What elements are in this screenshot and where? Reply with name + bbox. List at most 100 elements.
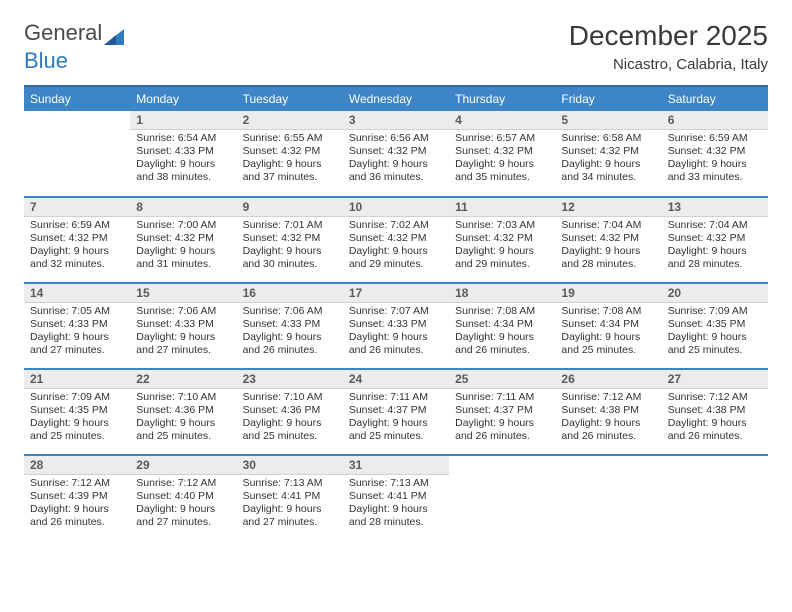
day-details: Sunrise: 7:00 AMSunset: 4:32 PMDaylight:… xyxy=(130,217,236,276)
sunset-text: Sunset: 4:34 PM xyxy=(561,318,655,331)
day-details: Sunrise: 7:13 AMSunset: 4:41 PMDaylight:… xyxy=(343,475,449,534)
day-number: 14 xyxy=(24,284,130,303)
sunset-text: Sunset: 4:41 PM xyxy=(349,490,443,503)
day-number: 24 xyxy=(343,370,449,389)
day-number: 23 xyxy=(237,370,343,389)
day-number: 27 xyxy=(662,370,768,389)
sunset-text: Sunset: 4:32 PM xyxy=(455,145,549,158)
calendar-cell: 26Sunrise: 7:12 AMSunset: 4:38 PMDayligh… xyxy=(555,369,661,455)
daylight-text: Daylight: 9 hours and 25 minutes. xyxy=(30,417,124,443)
calendar-cell: 3Sunrise: 6:56 AMSunset: 4:32 PMDaylight… xyxy=(343,111,449,197)
sunset-text: Sunset: 4:32 PM xyxy=(561,145,655,158)
day-number: 17 xyxy=(343,284,449,303)
day-header: Sunday xyxy=(24,86,130,111)
sunrise-text: Sunrise: 7:10 AM xyxy=(136,391,230,404)
calendar-week-row: 14Sunrise: 7:05 AMSunset: 4:33 PMDayligh… xyxy=(24,283,768,369)
day-details: Sunrise: 7:09 AMSunset: 4:35 PMDaylight:… xyxy=(662,303,768,362)
daylight-text: Daylight: 9 hours and 35 minutes. xyxy=(455,158,549,184)
sunrise-text: Sunrise: 7:09 AM xyxy=(668,305,762,318)
day-header: Tuesday xyxy=(237,86,343,111)
calendar-cell: 1Sunrise: 6:54 AMSunset: 4:33 PMDaylight… xyxy=(130,111,236,197)
daylight-text: Daylight: 9 hours and 26 minutes. xyxy=(455,417,549,443)
day-details: Sunrise: 7:13 AMSunset: 4:41 PMDaylight:… xyxy=(237,475,343,534)
day-header: Thursday xyxy=(449,86,555,111)
daylight-text: Daylight: 9 hours and 38 minutes. xyxy=(136,158,230,184)
daylight-text: Daylight: 9 hours and 25 minutes. xyxy=(136,417,230,443)
sunrise-text: Sunrise: 7:13 AM xyxy=(349,477,443,490)
day-details: Sunrise: 6:54 AMSunset: 4:33 PMDaylight:… xyxy=(130,130,236,189)
day-number: 2 xyxy=(237,111,343,130)
sunrise-text: Sunrise: 7:04 AM xyxy=(561,219,655,232)
daylight-text: Daylight: 9 hours and 27 minutes. xyxy=(136,331,230,357)
day-details: Sunrise: 6:59 AMSunset: 4:32 PMDaylight:… xyxy=(24,217,130,276)
daylight-text: Daylight: 9 hours and 32 minutes. xyxy=(30,245,124,271)
sunset-text: Sunset: 4:34 PM xyxy=(455,318,549,331)
calendar-cell: 6Sunrise: 6:59 AMSunset: 4:32 PMDaylight… xyxy=(662,111,768,197)
sunrise-text: Sunrise: 6:57 AM xyxy=(455,132,549,145)
sunset-text: Sunset: 4:32 PM xyxy=(668,232,762,245)
calendar-cell: 8Sunrise: 7:00 AMSunset: 4:32 PMDaylight… xyxy=(130,197,236,283)
daylight-text: Daylight: 9 hours and 34 minutes. xyxy=(561,158,655,184)
sunrise-text: Sunrise: 7:03 AM xyxy=(455,219,549,232)
day-details: Sunrise: 7:07 AMSunset: 4:33 PMDaylight:… xyxy=(343,303,449,362)
calendar-cell xyxy=(555,455,661,541)
daylight-text: Daylight: 9 hours and 26 minutes. xyxy=(455,331,549,357)
sunrise-text: Sunrise: 7:09 AM xyxy=(30,391,124,404)
day-details: Sunrise: 6:56 AMSunset: 4:32 PMDaylight:… xyxy=(343,130,449,189)
daylight-text: Daylight: 9 hours and 33 minutes. xyxy=(668,158,762,184)
day-details: Sunrise: 7:11 AMSunset: 4:37 PMDaylight:… xyxy=(343,389,449,448)
day-details: Sunrise: 7:08 AMSunset: 4:34 PMDaylight:… xyxy=(449,303,555,362)
logo-text-blue: Blue xyxy=(24,48,68,74)
day-number: 30 xyxy=(237,456,343,475)
sunset-text: Sunset: 4:32 PM xyxy=(136,232,230,245)
day-number: 6 xyxy=(662,111,768,130)
daylight-text: Daylight: 9 hours and 27 minutes. xyxy=(243,503,337,529)
day-details: Sunrise: 7:04 AMSunset: 4:32 PMDaylight:… xyxy=(662,217,768,276)
daylight-text: Daylight: 9 hours and 36 minutes. xyxy=(349,158,443,184)
day-number: 9 xyxy=(237,198,343,217)
calendar-cell: 10Sunrise: 7:02 AMSunset: 4:32 PMDayligh… xyxy=(343,197,449,283)
daylight-text: Daylight: 9 hours and 26 minutes. xyxy=(243,331,337,357)
sunset-text: Sunset: 4:37 PM xyxy=(349,404,443,417)
calendar-cell: 4Sunrise: 6:57 AMSunset: 4:32 PMDaylight… xyxy=(449,111,555,197)
calendar-cell: 16Sunrise: 7:06 AMSunset: 4:33 PMDayligh… xyxy=(237,283,343,369)
calendar-cell: 13Sunrise: 7:04 AMSunset: 4:32 PMDayligh… xyxy=(662,197,768,283)
sunset-text: Sunset: 4:35 PM xyxy=(30,404,124,417)
calendar-cell: 25Sunrise: 7:11 AMSunset: 4:37 PMDayligh… xyxy=(449,369,555,455)
calendar-cell: 28Sunrise: 7:12 AMSunset: 4:39 PMDayligh… xyxy=(24,455,130,541)
calendar-cell: 29Sunrise: 7:12 AMSunset: 4:40 PMDayligh… xyxy=(130,455,236,541)
day-number: 8 xyxy=(130,198,236,217)
day-header-row: Sunday Monday Tuesday Wednesday Thursday… xyxy=(24,86,768,111)
day-details: Sunrise: 7:08 AMSunset: 4:34 PMDaylight:… xyxy=(555,303,661,362)
calendar-cell: 5Sunrise: 6:58 AMSunset: 4:32 PMDaylight… xyxy=(555,111,661,197)
calendar-cell xyxy=(449,455,555,541)
daylight-text: Daylight: 9 hours and 26 minutes. xyxy=(30,503,124,529)
daylight-text: Daylight: 9 hours and 25 minutes. xyxy=(668,331,762,357)
calendar-cell: 15Sunrise: 7:06 AMSunset: 4:33 PMDayligh… xyxy=(130,283,236,369)
sunrise-text: Sunrise: 6:55 AM xyxy=(243,132,337,145)
sunset-text: Sunset: 4:32 PM xyxy=(243,145,337,158)
sunrise-text: Sunrise: 7:00 AM xyxy=(136,219,230,232)
day-details: Sunrise: 7:02 AMSunset: 4:32 PMDaylight:… xyxy=(343,217,449,276)
sunset-text: Sunset: 4:32 PM xyxy=(668,145,762,158)
sunset-text: Sunset: 4:33 PM xyxy=(30,318,124,331)
calendar-cell: 12Sunrise: 7:04 AMSunset: 4:32 PMDayligh… xyxy=(555,197,661,283)
calendar-cell: 24Sunrise: 7:11 AMSunset: 4:37 PMDayligh… xyxy=(343,369,449,455)
day-details: Sunrise: 6:59 AMSunset: 4:32 PMDaylight:… xyxy=(662,130,768,189)
day-details: Sunrise: 7:12 AMSunset: 4:40 PMDaylight:… xyxy=(130,475,236,534)
calendar-cell: 23Sunrise: 7:10 AMSunset: 4:36 PMDayligh… xyxy=(237,369,343,455)
sunset-text: Sunset: 4:37 PM xyxy=(455,404,549,417)
day-number: 28 xyxy=(24,456,130,475)
location-label: Nicastro, Calabria, Italy xyxy=(569,56,768,73)
calendar-cell: 22Sunrise: 7:10 AMSunset: 4:36 PMDayligh… xyxy=(130,369,236,455)
day-header: Saturday xyxy=(662,86,768,111)
logo-text-general: General xyxy=(24,20,102,46)
calendar-week-row: 7Sunrise: 6:59 AMSunset: 4:32 PMDaylight… xyxy=(24,197,768,283)
daylight-text: Daylight: 9 hours and 26 minutes. xyxy=(561,417,655,443)
day-header: Monday xyxy=(130,86,236,111)
calendar-cell: 7Sunrise: 6:59 AMSunset: 4:32 PMDaylight… xyxy=(24,197,130,283)
sunrise-text: Sunrise: 7:06 AM xyxy=(243,305,337,318)
day-details: Sunrise: 7:01 AMSunset: 4:32 PMDaylight:… xyxy=(237,217,343,276)
day-details: Sunrise: 7:11 AMSunset: 4:37 PMDaylight:… xyxy=(449,389,555,448)
title-block: December 2025 Nicastro, Calabria, Italy xyxy=(569,20,768,73)
